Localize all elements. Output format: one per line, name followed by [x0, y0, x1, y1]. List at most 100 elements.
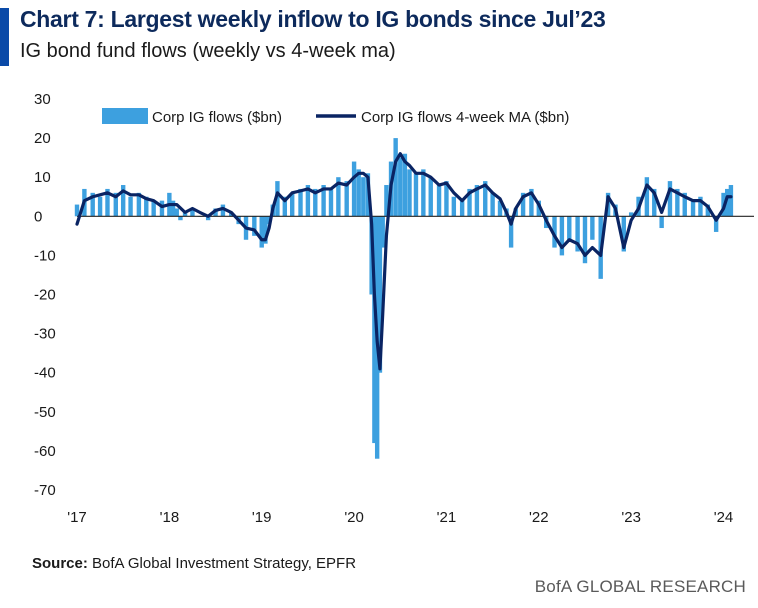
bar-34 — [305, 185, 311, 217]
bar-87 — [652, 188, 657, 217]
bar-30 — [275, 181, 280, 217]
bar-90 — [675, 188, 680, 217]
line-series-4wk-ma — [75, 152, 733, 371]
bar-13 — [170, 200, 176, 217]
x-tick-label: '24 — [714, 509, 734, 526]
y-tick-label: -40 — [34, 365, 56, 382]
bar-68 — [508, 216, 514, 248]
bar-49 — [384, 185, 389, 217]
x-tick-label: '17 — [67, 509, 87, 526]
bar-83 — [621, 216, 626, 252]
y-tick-label: 20 — [34, 130, 51, 147]
source-text: BofA Global Investment Strategy, EPFR — [92, 555, 357, 572]
bar-21 — [220, 204, 226, 217]
chart-title: Chart 7: Largest weekly inflow to IG bon… — [20, 6, 606, 32]
bar-56 — [421, 169, 426, 217]
bar-59 — [444, 181, 449, 217]
bar-40 — [351, 161, 357, 217]
x-tick-label: '23 — [621, 509, 641, 526]
bar-42 — [361, 177, 366, 217]
bar-93 — [698, 196, 703, 217]
bar-63 — [474, 185, 480, 217]
source-note: Source: BofA Global Investment Strategy,… — [32, 555, 356, 572]
bar-26 — [259, 216, 264, 248]
bar-47 — [377, 216, 383, 373]
chart-subtitle: IG bond fund flows (weekly vs 4-week ma) — [20, 40, 396, 62]
y-tick-label: -20 — [34, 287, 56, 304]
x-tick-label: '19 — [252, 509, 272, 526]
bar-78 — [582, 216, 588, 264]
bar-57 — [428, 177, 433, 217]
bar-19 — [205, 216, 211, 221]
x-tick-label: '21 — [437, 509, 457, 526]
bar-7 — [128, 196, 133, 217]
y-axis-ticks: 30 20 10 0 -10 -20 -30 -40 -50 -60 -70 — [34, 91, 56, 499]
bar-98 — [728, 185, 734, 217]
source-label: Source: — [32, 555, 88, 572]
bar-51 — [393, 138, 398, 217]
bar-27 — [263, 216, 268, 244]
bar-2 — [90, 192, 95, 217]
y-tick-label: -30 — [34, 326, 56, 343]
bar-97 — [725, 188, 730, 217]
bar-series-corp-ig-flows — [74, 138, 734, 459]
x-axis-ticks: '17 '18 '19 '20 '21 '22 '23 '24 — [67, 509, 733, 526]
bar-0 — [74, 204, 80, 217]
bar-88 — [659, 216, 664, 229]
bar-92 — [690, 200, 696, 217]
bar-6 — [120, 185, 126, 217]
bar-91 — [682, 192, 687, 217]
bar-8 — [136, 192, 142, 217]
bar-86 — [644, 177, 650, 217]
bar-75 — [559, 216, 565, 256]
bar-65 — [490, 192, 495, 217]
bar-48 — [380, 216, 385, 248]
bar-54 — [407, 169, 412, 217]
bar-4 — [105, 188, 110, 217]
y-tick-label: 0 — [34, 208, 42, 225]
bar-32 — [290, 192, 295, 217]
bar-52 — [398, 157, 403, 217]
x-tick-label: '18 — [160, 509, 180, 526]
y-tick-label: -10 — [34, 247, 56, 264]
bar-10 — [151, 200, 156, 217]
y-tick-label: -50 — [34, 404, 56, 421]
bar-74 — [552, 216, 557, 248]
legend: Corp IG flows ($bn) Corp IG flows 4-week… — [102, 108, 569, 126]
bar-84 — [628, 212, 634, 217]
bar-11 — [159, 200, 165, 217]
bar-17 — [190, 208, 195, 217]
bar-60 — [451, 196, 457, 217]
bar-45 — [372, 216, 377, 444]
bar-55 — [413, 173, 419, 217]
bar-41 — [356, 169, 361, 217]
bar-53 — [402, 153, 408, 217]
bar-94 — [705, 204, 711, 217]
bar-16 — [182, 212, 188, 217]
y-tick-label: 30 — [34, 91, 51, 108]
bar-35 — [313, 188, 318, 217]
x-tick-label: '20 — [344, 509, 364, 526]
bar-76 — [567, 216, 572, 240]
bar-64 — [483, 181, 488, 217]
y-tick-label: 10 — [34, 169, 51, 186]
bar-79 — [590, 216, 595, 240]
bar-70 — [520, 192, 526, 217]
bar-9 — [144, 196, 149, 217]
bar-5 — [113, 192, 118, 217]
bar-58 — [436, 185, 442, 217]
bar-25 — [252, 216, 257, 236]
legend-label-line: Corp IG flows 4-week MA ($bn) — [361, 109, 569, 126]
brand-mark: BofA GLOBAL RESEARCH — [534, 577, 746, 596]
bar-72 — [536, 200, 542, 217]
y-tick-label: -60 — [34, 443, 56, 460]
bar-38 — [336, 177, 341, 217]
legend-label-bars: Corp IG flows ($bn) — [152, 109, 282, 126]
bar-39 — [344, 181, 349, 217]
title-accent-bar — [0, 8, 9, 66]
x-tick-label: '22 — [529, 509, 549, 526]
bar-3 — [97, 196, 103, 217]
bar-95 — [713, 216, 719, 232]
bar-36 — [321, 185, 326, 217]
